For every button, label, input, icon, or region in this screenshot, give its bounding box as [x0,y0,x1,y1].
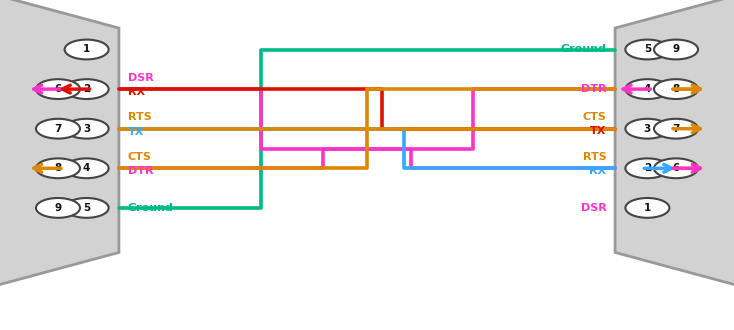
Text: Ground: Ground [561,45,606,54]
Text: 6: 6 [672,163,680,173]
Circle shape [65,158,109,178]
Circle shape [36,198,80,218]
Text: 4: 4 [83,163,90,173]
Text: 3: 3 [83,124,90,134]
Text: 3: 3 [644,124,651,134]
Circle shape [625,79,669,99]
Text: 8: 8 [54,163,62,173]
Text: 6: 6 [54,84,62,94]
Circle shape [36,119,80,139]
Text: 9: 9 [54,203,62,213]
Text: RTS: RTS [583,152,606,162]
Text: 1: 1 [83,45,90,54]
Text: 9: 9 [672,45,680,54]
Text: DTR: DTR [581,84,606,94]
Text: CTS: CTS [582,112,606,122]
Circle shape [65,198,109,218]
Text: 5: 5 [644,45,651,54]
Circle shape [654,119,698,139]
Text: 7: 7 [54,124,62,134]
Text: 2: 2 [644,163,651,173]
Text: DTR: DTR [128,166,153,176]
Circle shape [625,119,669,139]
Text: TX: TX [128,127,144,137]
Text: 2: 2 [83,84,90,94]
Text: TX: TX [590,126,606,136]
Polygon shape [615,0,734,285]
Circle shape [654,40,698,59]
Text: Ground: Ground [128,203,174,213]
Text: RX: RX [589,166,606,176]
Circle shape [654,158,698,178]
Circle shape [654,79,698,99]
Text: 8: 8 [672,84,680,94]
Circle shape [65,79,109,99]
Text: 5: 5 [83,203,90,213]
Text: 7: 7 [672,124,680,134]
Circle shape [65,40,109,59]
Circle shape [625,198,669,218]
Text: DSR: DSR [581,203,606,213]
Circle shape [625,40,669,59]
Circle shape [36,79,80,99]
Circle shape [36,158,80,178]
Circle shape [65,119,109,139]
Text: DSR: DSR [128,73,153,82]
Polygon shape [0,0,119,285]
Text: CTS: CTS [128,152,152,162]
Text: RX: RX [128,87,145,97]
Text: RTS: RTS [128,112,151,122]
Text: 1: 1 [644,203,651,213]
Text: 4: 4 [644,84,651,94]
Circle shape [625,158,669,178]
